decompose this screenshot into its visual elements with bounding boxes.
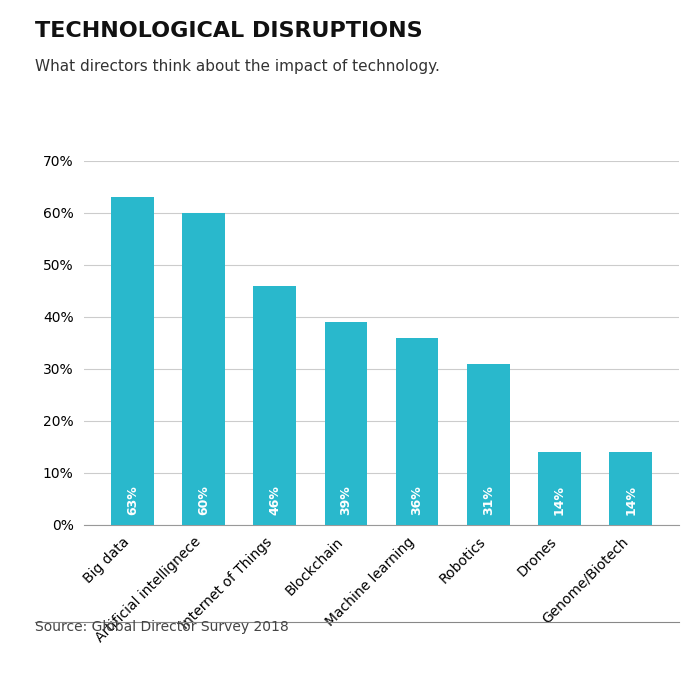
- Bar: [253, 286, 296, 525]
- Bar: [395, 338, 438, 525]
- Text: 14%: 14%: [553, 484, 566, 514]
- Bar: [609, 452, 652, 525]
- Text: 39%: 39%: [340, 485, 352, 514]
- Text: Source: Global Director Survey 2018: Source: Global Director Survey 2018: [35, 620, 288, 634]
- Text: 60%: 60%: [197, 484, 210, 514]
- Bar: [325, 322, 368, 525]
- Text: TECHNOLOGICAL DISRUPTIONS: TECHNOLOGICAL DISRUPTIONS: [35, 21, 423, 41]
- Bar: [467, 364, 510, 525]
- Text: 14%: 14%: [624, 484, 637, 514]
- Bar: [182, 213, 225, 525]
- Bar: [111, 197, 154, 525]
- Text: 36%: 36%: [411, 485, 424, 514]
- Text: 31%: 31%: [482, 484, 495, 514]
- Text: 46%: 46%: [268, 484, 281, 514]
- Text: What directors think about the impact of technology.: What directors think about the impact of…: [35, 60, 440, 74]
- Bar: [538, 452, 581, 525]
- Text: 63%: 63%: [126, 485, 139, 514]
